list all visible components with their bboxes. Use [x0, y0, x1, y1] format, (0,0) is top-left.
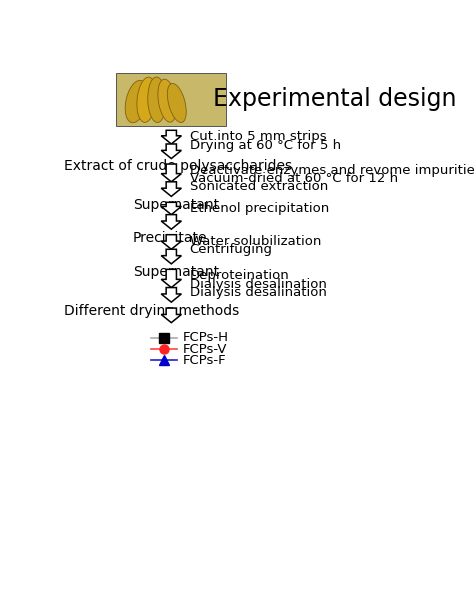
Text: Ethenol precipitation: Ethenol precipitation: [190, 202, 329, 215]
Text: Dialysis desalination: Dialysis desalination: [190, 278, 327, 291]
Text: FCPs-V: FCPs-V: [182, 343, 227, 356]
Ellipse shape: [125, 81, 147, 123]
Text: Cut into 5 mm strips: Cut into 5 mm strips: [190, 130, 326, 143]
Text: Centrifuging: Centrifuging: [190, 243, 273, 256]
Polygon shape: [161, 202, 182, 215]
Text: Vacuum-dried at 60 °C for 12 h: Vacuum-dried at 60 °C for 12 h: [190, 172, 398, 185]
Polygon shape: [161, 308, 182, 323]
Text: Deactivate enzymes and revome impurities: Deactivate enzymes and revome impurities: [190, 164, 474, 177]
Text: FCPs-F: FCPs-F: [182, 354, 226, 367]
Bar: [116, 73, 227, 126]
Polygon shape: [161, 288, 182, 302]
Ellipse shape: [167, 83, 186, 123]
Polygon shape: [161, 234, 182, 249]
Polygon shape: [161, 164, 182, 182]
Polygon shape: [161, 144, 182, 159]
Text: Deproteination: Deproteination: [190, 269, 290, 282]
Text: Drying at 60 °C for 5 h: Drying at 60 °C for 5 h: [190, 139, 341, 152]
Text: Dialysis desalination: Dialysis desalination: [190, 286, 327, 299]
Text: Sonicated extraction: Sonicated extraction: [190, 181, 328, 194]
Text: Extract of crude polysaccharides: Extract of crude polysaccharides: [64, 159, 292, 173]
Ellipse shape: [148, 77, 166, 123]
Text: Precipitate: Precipitate: [133, 230, 207, 244]
Polygon shape: [161, 249, 182, 264]
Text: Water solubilization: Water solubilization: [190, 234, 321, 247]
Text: Different drying methods: Different drying methods: [64, 304, 239, 317]
Polygon shape: [161, 130, 182, 144]
Text: FCPs-H: FCPs-H: [182, 331, 228, 344]
Polygon shape: [161, 269, 182, 288]
Text: Experimental design: Experimental design: [213, 87, 456, 111]
Polygon shape: [161, 215, 182, 229]
Text: Supernatant: Supernatant: [133, 265, 219, 279]
Ellipse shape: [137, 77, 156, 123]
Polygon shape: [161, 182, 182, 197]
Ellipse shape: [158, 79, 177, 122]
Text: Supernatant: Supernatant: [133, 198, 219, 212]
